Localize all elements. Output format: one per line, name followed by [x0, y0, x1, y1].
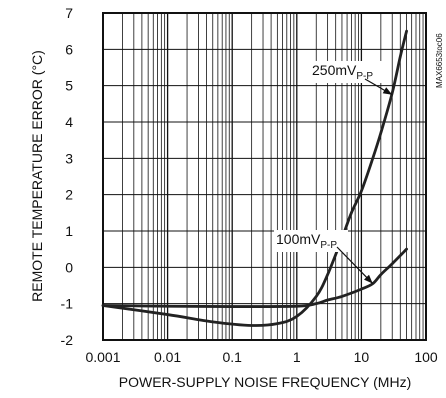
- y-tick-label: 5: [65, 78, 73, 94]
- y-axis-label: REMOTE TEMPERATURE ERROR (°C): [29, 50, 45, 302]
- series-label-100mv: 100mVP-P: [274, 230, 374, 285]
- y-tick-label: 1: [65, 223, 73, 239]
- series-label-text: 100mVP-P: [276, 231, 337, 251]
- x-tick-label: 1: [293, 349, 301, 365]
- y-tick-label: 4: [65, 114, 73, 130]
- series-label-text: 250mVP-P: [312, 62, 373, 82]
- grid: [102, 12, 426, 341]
- label-background: [274, 230, 348, 252]
- y-tick-label: 2: [65, 187, 73, 203]
- series-label-250mv: 250mVP-P: [310, 61, 393, 96]
- plot-frame: [102, 12, 427, 341]
- arrowhead: [382, 87, 393, 95]
- series-line-100mv: [101, 247, 408, 308]
- y-tick-label: 0: [65, 259, 73, 275]
- curves: [101, 29, 408, 327]
- x-tick-labels: 0.001 0.01 0.1 1 10 100: [85, 349, 437, 365]
- x-tick-label: 0.01: [154, 349, 181, 365]
- x-axis-label: POWER-SUPPLY NOISE FREQUENCY (MHz): [119, 374, 411, 390]
- y-tick-label: -1: [61, 296, 74, 312]
- x-tick-label: 10: [354, 349, 370, 365]
- x-tick-label: 0.001: [85, 349, 120, 365]
- annotations: 250mVP-P 100mVP-P: [274, 61, 393, 285]
- y-tick-label: 7: [65, 5, 73, 21]
- figure-code: MAX6653toc06: [435, 33, 444, 88]
- y-tick-label: 3: [65, 150, 73, 166]
- y-tick-labels: -2 -1 0 1 2 3 4 5 6 7: [61, 5, 74, 348]
- y-tick-label: 6: [65, 41, 73, 57]
- y-tick-label: -2: [61, 332, 74, 348]
- x-tick-label: 100: [414, 349, 438, 365]
- series-line-250mv: [101, 29, 408, 327]
- label-background: [310, 61, 384, 83]
- x-tick-label: 0.1: [222, 349, 242, 365]
- arrowhead: [363, 274, 373, 284]
